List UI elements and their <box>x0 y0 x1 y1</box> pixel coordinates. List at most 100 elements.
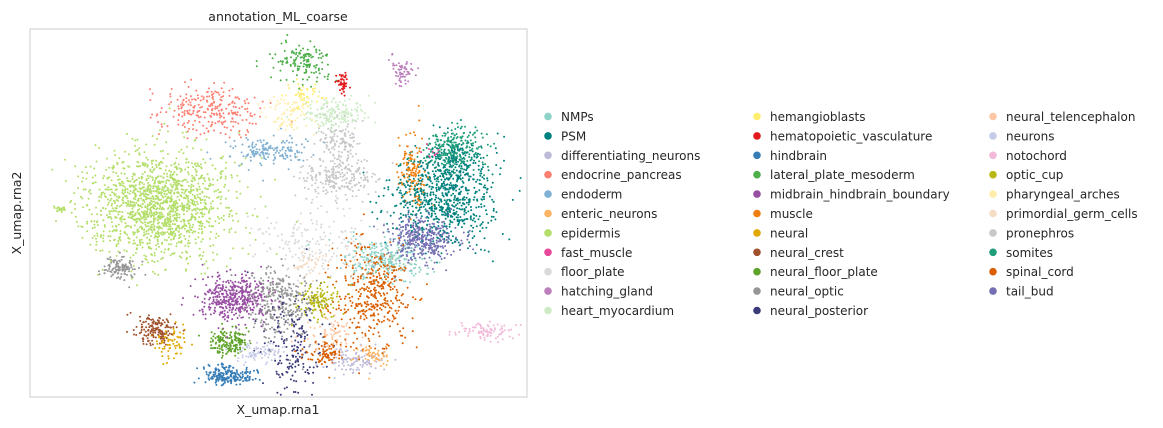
point-lateral_plate_mesoderm <box>295 51 298 54</box>
point-lateral_plate_mesoderm <box>279 69 282 72</box>
point-enteric_neurons <box>374 353 377 356</box>
point-pronephros <box>337 150 340 153</box>
point-neural_crest <box>126 313 129 316</box>
point-neural_optic <box>273 270 276 273</box>
point-NMPs <box>370 266 373 269</box>
point-NMPs <box>372 272 375 275</box>
point-midbrain_hindbrain_boundary <box>216 275 219 278</box>
point-PSM <box>448 223 451 226</box>
point-neural <box>169 338 171 341</box>
point-optic_cup <box>321 306 324 309</box>
point-PSM <box>429 191 432 194</box>
point-pronephros <box>298 177 301 180</box>
point-PSM <box>406 206 409 209</box>
point-midbrain_hindbrain_boundary <box>201 301 204 303</box>
point-neural_posterior <box>294 355 297 358</box>
point-spinal_cord <box>404 306 407 309</box>
point-differentiating_neurons <box>345 368 348 371</box>
point-epidermis <box>95 206 97 209</box>
point-PSM <box>446 210 449 213</box>
point-PSM <box>410 226 412 229</box>
point-epidermis <box>119 184 122 187</box>
point-tail_bud <box>435 249 437 252</box>
point-floor_plate <box>299 212 302 215</box>
point-PSM <box>404 186 407 189</box>
point-PSM <box>466 192 469 195</box>
point-midbrain_hindbrain_boundary <box>224 305 227 308</box>
point-PSM <box>406 158 409 161</box>
point-neural_crest <box>142 337 144 340</box>
point-epidermis <box>196 200 198 203</box>
point-differentiating_neurons <box>373 355 376 358</box>
point-neural_telencephalon <box>334 332 337 335</box>
point-midbrain_hindbrain_boundary <box>225 281 228 283</box>
point-somites <box>486 154 489 157</box>
point-epidermis <box>87 197 90 200</box>
point-epidermis <box>147 261 150 264</box>
point-epidermis <box>203 205 206 208</box>
point-spinal_cord <box>363 283 366 286</box>
point-enteric_neurons <box>368 355 371 358</box>
point-somites <box>470 142 473 145</box>
point-midbrain_hindbrain_boundary <box>260 265 263 268</box>
point-tail_bud <box>433 261 436 264</box>
point-endocrine_pancreas <box>254 122 257 125</box>
point-neural_crest <box>156 323 159 326</box>
point-neural <box>167 338 170 341</box>
point-differentiating_neurons <box>344 350 347 353</box>
point-endoderm <box>251 143 254 146</box>
point-PSM <box>430 197 433 200</box>
point-spinal_cord <box>359 277 362 280</box>
point-neural_optic <box>275 282 278 285</box>
point-floor_plate <box>284 258 287 261</box>
point-spinal_cord <box>329 311 332 314</box>
point-floor_plate <box>316 207 319 210</box>
point-pharyngeal_arches <box>264 116 267 119</box>
point-tail_bud <box>446 253 449 255</box>
point-endocrine_pancreas <box>187 85 190 88</box>
point-epidermis <box>161 242 164 245</box>
point-spinal_cord <box>301 348 304 351</box>
point-neural_crest <box>174 322 176 325</box>
point-endoderm <box>274 157 277 160</box>
point-tail_bud <box>423 257 426 260</box>
point-floor_plate <box>325 253 328 256</box>
point-epidermis <box>230 174 233 177</box>
point-PSM <box>400 192 403 195</box>
point-epidermis <box>105 168 108 171</box>
point-endocrine_pancreas <box>249 112 252 115</box>
point-epidermis <box>145 230 148 233</box>
point-midbrain_hindbrain_boundary <box>213 312 215 315</box>
point-spinal_cord <box>388 282 391 285</box>
point-optic_cup <box>331 297 334 300</box>
point-epidermis <box>122 193 125 195</box>
point-differentiating_neurons <box>342 364 345 367</box>
point-epidermis <box>222 218 225 221</box>
point-neural_crest <box>133 333 135 336</box>
point-PSM <box>487 169 490 172</box>
point-PSM <box>465 189 468 192</box>
point-neural_floor_plate <box>249 342 252 345</box>
point-midbrain_hindbrain_boundary <box>217 287 220 289</box>
point-pronephros <box>359 184 362 187</box>
point-hatching_gland <box>408 72 411 75</box>
point-epidermis <box>107 235 110 238</box>
point-epidermis <box>196 188 199 191</box>
point-floor_plate <box>300 231 303 234</box>
point-neural_posterior <box>292 330 295 333</box>
point-spinal_cord <box>349 318 352 321</box>
point-somites <box>448 144 451 147</box>
point-midbrain_hindbrain_boundary <box>216 279 218 282</box>
point-PSM <box>420 215 423 218</box>
point-endocrine_pancreas <box>259 115 262 118</box>
point-hatching_gland <box>400 64 403 67</box>
point-PSM <box>433 225 435 228</box>
point-PSM <box>417 178 420 181</box>
point-epidermis <box>136 190 139 193</box>
point-epidermis <box>143 210 146 213</box>
point-PSM <box>443 159 446 162</box>
point-epidermis <box>132 210 135 213</box>
point-NMPs <box>382 266 385 269</box>
point-PSM <box>451 170 453 173</box>
point-endocrine_pancreas <box>210 123 213 126</box>
